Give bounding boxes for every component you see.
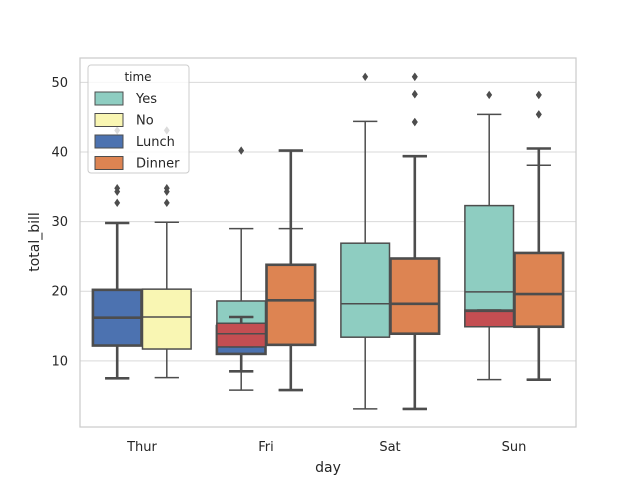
x-tick-label: Thur xyxy=(126,440,157,455)
box-series-layer xyxy=(91,72,565,411)
legend-entries: Yes No Lunch Dinner xyxy=(94,91,180,172)
outlier-point xyxy=(362,72,369,81)
y-tick-label: 10 xyxy=(51,354,68,369)
outlier-point xyxy=(114,198,121,208)
x-tick-label: Sat xyxy=(379,440,400,455)
box xyxy=(389,257,441,336)
box xyxy=(464,309,515,328)
y-tick-label: 30 xyxy=(51,215,68,230)
outlier-point xyxy=(411,117,418,127)
outlier-point xyxy=(535,90,542,100)
legend-swatch xyxy=(94,113,124,127)
legend-label: Yes xyxy=(135,92,157,107)
y-tick-label: 40 xyxy=(51,145,68,160)
box xyxy=(464,204,515,328)
outlier-point xyxy=(535,110,542,119)
y-tick-label: 50 xyxy=(51,76,68,91)
axes-frame xyxy=(79,57,577,428)
outlier-point xyxy=(163,198,170,208)
box xyxy=(513,251,565,329)
y-tick-labels: 10 20 30 40 50 xyxy=(51,76,68,369)
legend-swatch xyxy=(94,156,124,170)
y-tick-label: 20 xyxy=(51,285,68,300)
x-tick-label: Sun xyxy=(502,440,527,455)
legend-label: Lunch xyxy=(136,135,175,150)
box xyxy=(141,288,192,350)
x-tick-labels: Thur Fri Sat Sun xyxy=(126,440,526,455)
series-dinner xyxy=(265,72,565,411)
box xyxy=(216,322,267,348)
legend-label: No xyxy=(136,114,154,129)
outlier-point xyxy=(411,72,418,81)
legend-swatch xyxy=(94,91,124,106)
box xyxy=(265,263,317,347)
x-tick-label: Fri xyxy=(258,440,274,455)
legend: time Yes No Lunch Dinner xyxy=(87,64,190,174)
outlier-point xyxy=(486,90,493,100)
box xyxy=(340,242,391,338)
series-yes xyxy=(216,309,515,348)
legend-label: Dinner xyxy=(136,157,180,172)
legend-swatch xyxy=(94,134,124,149)
outlier-point xyxy=(114,183,121,193)
outlier-point xyxy=(163,183,170,193)
y-axis-label: total_bill xyxy=(27,212,43,272)
legend-title: time xyxy=(124,70,151,84)
outlier-point xyxy=(411,90,418,99)
x-axis-label: day xyxy=(315,460,341,476)
outlier-point xyxy=(238,146,245,155)
